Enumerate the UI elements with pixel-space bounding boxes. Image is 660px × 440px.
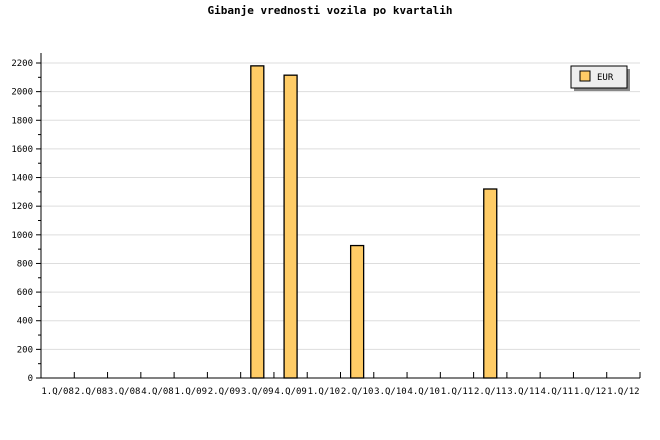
x-tick-label: 3.Q/09 <box>241 387 274 397</box>
x-tick-label: 1.Q/11 <box>441 387 474 397</box>
y-tick-label: 1200 <box>11 202 33 212</box>
y-tick-label: 0 <box>28 374 33 384</box>
bar <box>483 188 498 379</box>
x-tick-label: 2.Q/09 <box>208 387 241 397</box>
x-tick-label: 2.Q/10 <box>341 387 374 397</box>
y-tick-label: 2000 <box>11 88 33 98</box>
y-tick-label: 1000 <box>11 231 33 241</box>
x-tick-label: 3.Q/08 <box>108 387 141 397</box>
y-tick-label: 600 <box>17 288 33 298</box>
bar <box>250 65 265 379</box>
y-tick-label: 400 <box>17 317 33 327</box>
y-tick-label: 1600 <box>11 145 33 155</box>
y-tick-label: 1400 <box>11 174 33 184</box>
x-tick-label: 1.Q/12 <box>574 387 607 397</box>
x-tick-label: 3.Q/10 <box>374 387 407 397</box>
x-tick-label: 4.Q/11 <box>541 387 574 397</box>
bar <box>283 74 298 379</box>
legend-label: EUR <box>597 73 614 83</box>
chart-title: Gibanje vrednosti vozila po kvartalih <box>207 4 453 17</box>
x-tick-label: 1.Q/08 <box>41 387 74 397</box>
x-tick-label: 1.Q/09 <box>174 387 207 397</box>
y-tick-label: 2200 <box>11 59 33 69</box>
x-tick-label: 3.Q/11 <box>507 387 540 397</box>
x-tick-label: 4.Q/09 <box>274 387 307 397</box>
bar <box>349 244 365 379</box>
legend-swatch <box>579 70 591 82</box>
x-tick-label: 4.Q/10 <box>407 387 440 397</box>
x-tick-label: 2.Q/11 <box>474 387 507 397</box>
x-tick-label: 4.Q/08 <box>141 387 174 397</box>
x-tick-label: 1.Q/10 <box>308 387 341 397</box>
x-tick-label: 1.Q/12 <box>607 387 640 397</box>
y-tick-label: 800 <box>17 259 33 269</box>
x-tick-label: 2.Q/08 <box>75 387 108 397</box>
y-tick-label: 200 <box>17 345 33 355</box>
y-tick-label: 1800 <box>11 116 33 126</box>
